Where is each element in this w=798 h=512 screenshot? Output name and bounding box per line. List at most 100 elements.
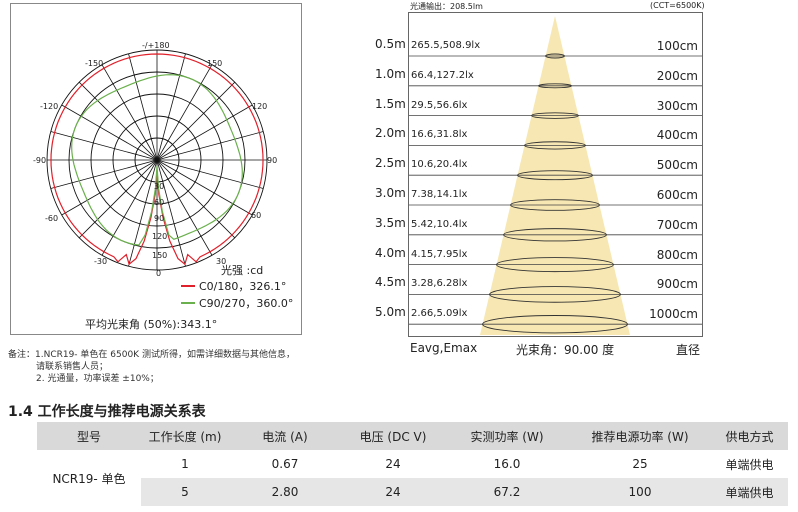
- angle-label-30: 30: [216, 257, 227, 266]
- cone-spot-ellipse: [538, 83, 572, 89]
- cell-model: NCR19- 单色: [52, 471, 126, 486]
- cell-measured-power: 16.0: [493, 457, 521, 471]
- illuminance-value: 7.38,14.1lx: [411, 189, 468, 200]
- angle-label-90: 90: [267, 156, 278, 165]
- polar-diagram-panel: -/+180 -150 150 -120 120 -90 90 -60 60 -…: [10, 3, 302, 335]
- illuminance-value: 3.28,6.28lx: [411, 278, 468, 290]
- cell-power-mode: 单端供电: [711, 478, 788, 506]
- spot-diameter: 900cm: [656, 277, 698, 292]
- th-current: 电流 (A): [229, 422, 341, 450]
- distance-labels: 0.5m 1.0m 1.5m 2.0m 2.5m 3.0m 3.5m 4.0m 4.5m 5.0m: [372, 12, 412, 337]
- spot-diameter: 400cm: [656, 128, 698, 143]
- distance-label: 3.0m: [375, 186, 406, 200]
- radial-label-120: 120: [152, 232, 168, 241]
- polar-spoke: [128, 159, 158, 267]
- th-length: 工作长度 (m): [141, 422, 229, 450]
- distance-label: 1.0m: [375, 66, 406, 81]
- angle-label-neg120: -120: [40, 102, 59, 111]
- spot-diameter: 300cm: [656, 98, 698, 113]
- th-measured-power: 实测功率 (W): [445, 422, 569, 450]
- distance-label: 2.0m: [375, 126, 406, 141]
- polar-spoke: [156, 159, 213, 256]
- angle-label-150: 150: [207, 59, 223, 68]
- cell-voltage: 24: [341, 478, 445, 506]
- legend-c0-label: C0/180，326.1°: [199, 280, 287, 293]
- legend-c90-label: C90/270，360.0°: [199, 297, 294, 310]
- table-header-row: 型号 工作长度 (m) 电流 (A) 电压 (DC V) 实测功率 (W) 推荐…: [37, 422, 788, 450]
- table-row: 5 2.80 24 67.2 100 单端供电: [37, 478, 788, 506]
- polar-spoke: [61, 104, 158, 161]
- illuminance-value: 5.42,10.4lx: [411, 218, 468, 230]
- cone-spot-ellipse: [503, 228, 607, 242]
- note-line-3: 2. 光通量，功率误差 ±10%；: [36, 374, 159, 384]
- illuminance-value: 66.4,127.2lx: [411, 69, 474, 81]
- intensity-unit-label: 光强 :cd: [221, 264, 264, 277]
- cone-diagram-panel: 265.5,508.9lx 100cm 66.4,127.2lx 200cm 29.5,…: [408, 12, 703, 337]
- polar-spoke: [78, 159, 158, 239]
- distance-label: 5.0m: [375, 305, 406, 320]
- legend-c90: C90/270，360.0°: [181, 295, 293, 311]
- legend-c0: C0/180，326.1°: [181, 278, 286, 294]
- spot-diameter: 600cm: [656, 188, 698, 202]
- legend-c0-swatch: [181, 285, 195, 287]
- c90-270-curve: [71, 74, 243, 246]
- spot-diameter: 200cm: [656, 68, 698, 83]
- distance-label: 1.5m: [375, 96, 406, 111]
- cell-length: 5: [141, 478, 229, 506]
- distance-label: 2.5m: [375, 156, 406, 171]
- polar-spoke: [156, 159, 186, 267]
- luminous-flux-label: 光通输出：208.5lm: [410, 2, 483, 11]
- polar-spoke: [156, 53, 186, 161]
- distance-label: 4.5m: [375, 275, 406, 290]
- illuminance-value: 4.15,7.95lx: [411, 248, 468, 260]
- illuminance-value: 29.5,56.6lx: [411, 99, 468, 111]
- cone-spot-ellipse: [489, 286, 621, 303]
- polar-spoke: [50, 131, 158, 161]
- illuminance-cone: [409, 16, 702, 335]
- th-model: 型号: [37, 422, 141, 450]
- spot-diameter: 1000cm: [649, 307, 698, 322]
- angle-label-120: 120: [252, 102, 268, 111]
- polar-spoke: [156, 104, 253, 161]
- cell-recommended-power: 100: [569, 478, 711, 506]
- polar-spoke: [156, 159, 264, 189]
- cell-power-mode: 单端供电: [725, 457, 774, 472]
- cell-length: 1: [181, 457, 189, 471]
- cone-spot-ellipse: [531, 112, 579, 119]
- cell-recommended-power: 25: [632, 457, 648, 471]
- spot-diameter: 500cm: [656, 158, 698, 173]
- distance-label: 4.0m: [375, 245, 406, 260]
- angle-label-neg60: -60: [45, 214, 59, 223]
- cell-measured-power: 67.2: [445, 478, 569, 506]
- average-beam-angle: 平均光束角 (50%):343.1°: [85, 318, 218, 331]
- polar-spoke: [156, 131, 264, 161]
- radial-label-0: 0: [156, 269, 162, 278]
- illuminance-value: 16.6,31.8lx: [411, 129, 468, 141]
- cct-label: (CCT=6500K): [650, 1, 705, 10]
- distance-label: 3.5m: [375, 215, 406, 230]
- angle-label-neg30: -30: [94, 257, 108, 266]
- spot-diameter: 800cm: [656, 247, 698, 262]
- illuminance-value: 10.6,20.4lx: [411, 159, 468, 171]
- radial-label-60: 60: [154, 198, 165, 207]
- cone-spot-ellipse: [524, 141, 586, 150]
- spec-table: 型号 工作长度 (m) 电流 (A) 电压 (DC V) 实测功率 (W) 推荐…: [37, 422, 788, 506]
- polar-spoke: [128, 53, 158, 161]
- legend-c90-swatch: [181, 302, 195, 304]
- cone-spot-ellipse: [496, 257, 614, 273]
- polar-spoke: [156, 159, 236, 239]
- radial-label-150: 150: [152, 251, 168, 260]
- polar-grid: [46, 49, 268, 271]
- angle-label-neg90: -90: [33, 156, 47, 165]
- notes: 备注：1.NCR19- 单色在 6500K 测试所得，如需详细数据与其他信息， …: [8, 349, 295, 385]
- radial-label-90: 90: [154, 214, 165, 223]
- cell-current: 2.80: [229, 478, 341, 506]
- illuminance-value: 265.5,508.9lx: [411, 40, 481, 51]
- spot-diameter: 700cm: [656, 217, 698, 232]
- cone-spot-ellipse: [517, 170, 593, 181]
- distance-label: 0.5m: [375, 37, 406, 51]
- angle-label-60: 60: [251, 211, 262, 220]
- eavg-emax-label: Eavg,Emax: [410, 341, 478, 355]
- polar-spoke: [156, 81, 236, 161]
- th-recommended-power: 推荐电源功率 (W): [569, 422, 711, 450]
